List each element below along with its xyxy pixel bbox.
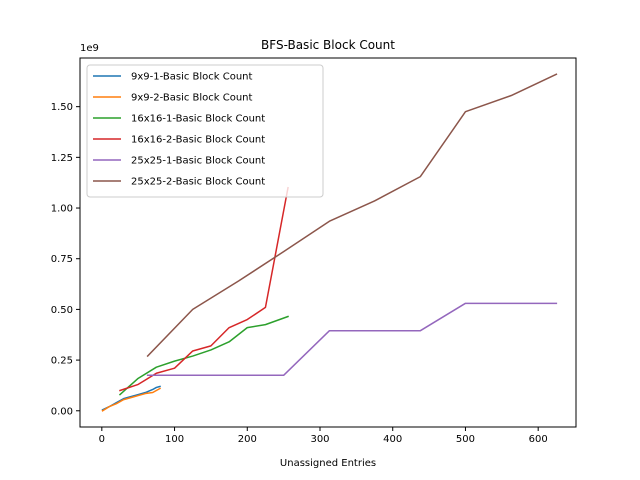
x-tick-label: 200 [238,434,257,445]
axis-ticks: 0 100 200 300 400 500 600 0.00 0.25 0.50 0.75 1.00 1… [51,102,548,445]
x-tick-label: 500 [456,434,475,445]
series-line-3 [118,315,289,396]
series-line-5 [146,302,558,377]
y-tick-label: 1.00 [51,204,73,215]
y-tick-label: 1.25 [51,153,73,164]
y-tick-label: 1.50 [51,102,73,113]
legend-label-5: 25x25-1-Basic Block Count [131,156,265,167]
chart-title: BFS-Basic Block Count [261,38,395,52]
series-line-4 [119,186,289,392]
legend-label-1: 9x9-1-Basic Block Count [131,72,253,83]
legend-label-3: 16x16-1-Basic Block Count [131,114,265,125]
x-tick-label: 0 [99,434,105,445]
x-tick-label: 100 [165,434,184,445]
x-axis-title: Unassigned Entries [280,458,376,469]
plot-area [101,73,558,412]
series-line-2 [101,387,162,412]
axes-frame [79,57,577,428]
legend-label-4: 16x16-2-Basic Block Count [131,135,265,146]
x-tick-label: 400 [383,434,402,445]
legend: 9x9-1-Basic Block Count 9x9-2-Basic Block… [86,64,324,198]
x-tick-label: 600 [529,434,548,445]
y-tick-label: 0.50 [51,305,73,316]
legend-label-6: 25x25-2-Basic Block Count [131,177,265,188]
x-tick-label: 300 [310,434,329,445]
series-line-6 [146,73,558,358]
legend-box [86,64,324,198]
y-tick-label: 0.00 [51,406,73,417]
y-tick-label: 0.75 [51,254,73,265]
y-tick-label: 0.25 [51,356,73,367]
y-offset-label: 1e9 [80,43,99,54]
legend-label-2: 9x9-2-Basic Block Count [131,93,253,104]
